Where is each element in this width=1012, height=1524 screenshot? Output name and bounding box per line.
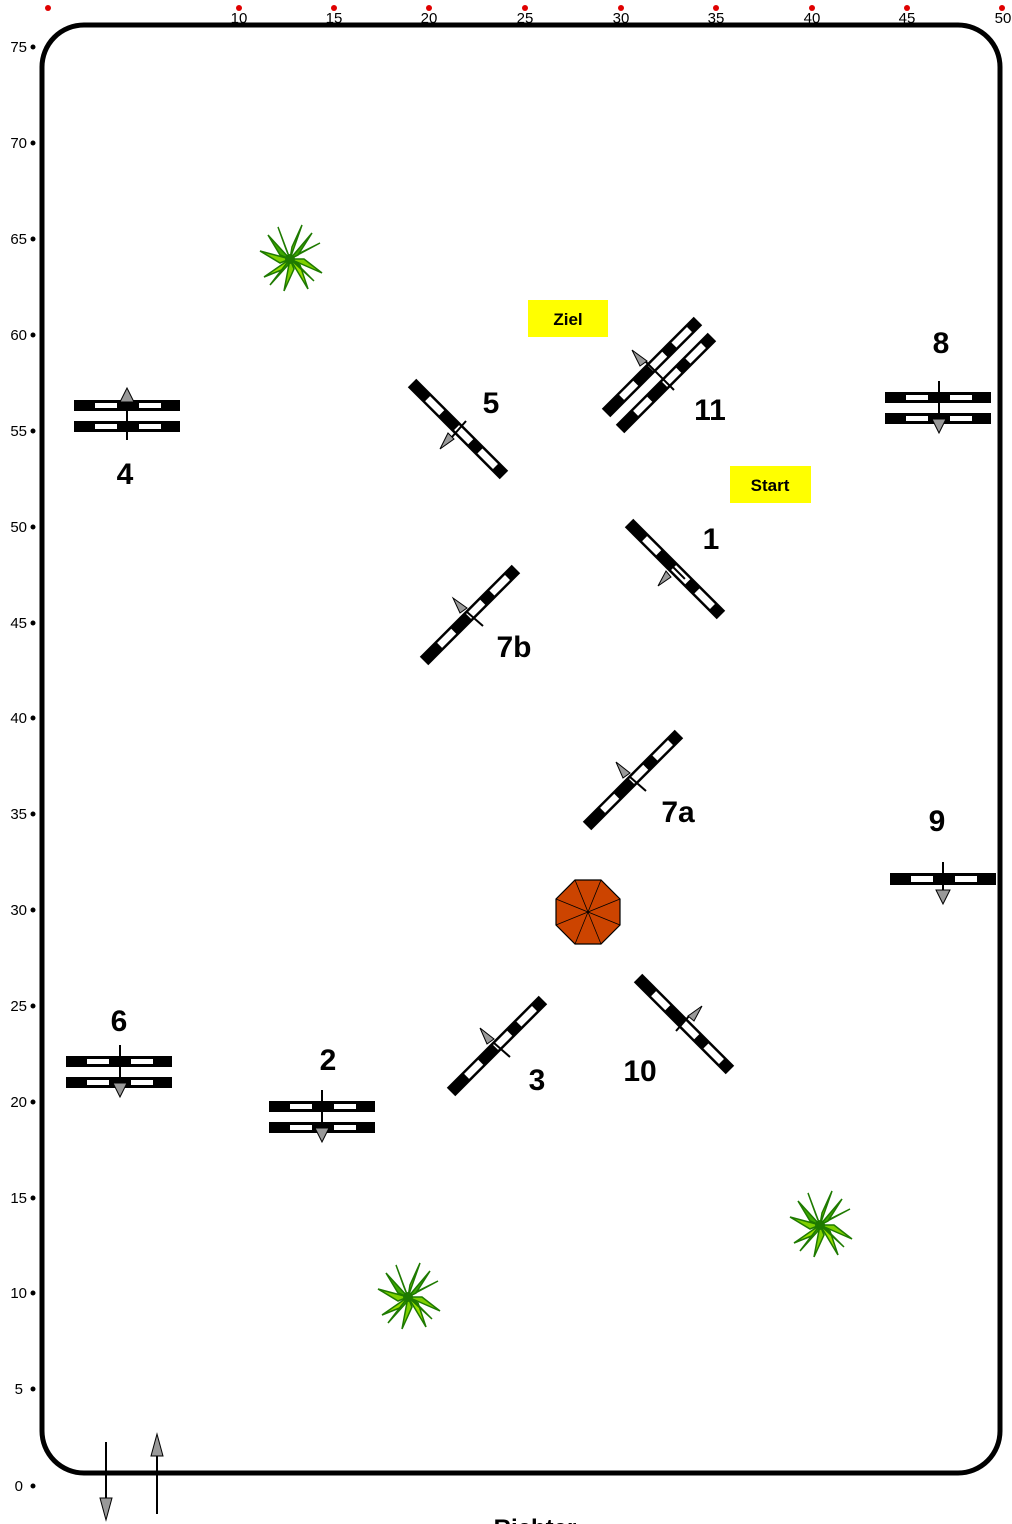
jump-number: 3 <box>529 1064 546 1097</box>
y-tick: 60 <box>10 327 36 344</box>
x-tick: 20 <box>421 5 438 27</box>
entrance-exit-arrows <box>99 1432 164 1522</box>
y-tick-label: 0 <box>15 1478 23 1495</box>
jump-3: 3 <box>446 995 548 1097</box>
y-tick: 75 <box>10 39 36 56</box>
finish-sign: Ziel <box>528 300 608 337</box>
y-tick: 25 <box>10 998 36 1015</box>
jump-4: 4 <box>74 387 180 491</box>
x-tick: 15 <box>326 5 343 27</box>
y-tick: 0 <box>15 1478 36 1495</box>
judge-label: Richter <box>494 1515 577 1524</box>
jump-number: 5 <box>483 387 500 420</box>
y-axis: 75 70 65 60 55 50 45 40 35 30 25 20 15 1… <box>10 39 36 1495</box>
x-axis: 10 15 20 25 30 35 40 45 <box>45 5 1011 27</box>
jump-8: 8 <box>885 327 991 434</box>
y-tick-label: 5 <box>15 1381 23 1398</box>
y-tick-label: 15 <box>10 1190 27 1207</box>
jump-number: 4 <box>117 458 134 491</box>
x-axis-origin-dot <box>45 5 51 11</box>
x-tick-label: 35 <box>708 10 725 27</box>
jump-7b: 7b <box>419 564 532 666</box>
arena-boundary <box>39 22 1003 1476</box>
y-tick-label: 25 <box>10 998 27 1015</box>
jump-number: 7b <box>496 631 531 664</box>
y-tick: 45 <box>10 615 36 632</box>
jump-2: 2 <box>269 1044 375 1143</box>
x-tick: 35 <box>708 5 725 27</box>
x-tick-label: 45 <box>899 10 916 27</box>
plant-icon <box>789 1190 853 1258</box>
plant-icon <box>259 224 323 292</box>
jump-number: 11 <box>694 394 726 427</box>
jump-number: 2 <box>320 1044 337 1077</box>
y-tick-label: 50 <box>10 519 27 536</box>
jump-number: 1 <box>703 523 720 556</box>
x-tick-label: 30 <box>613 10 630 27</box>
x-tick-label: 50 <box>995 10 1012 27</box>
y-tick: 35 <box>10 806 36 823</box>
x-tick: 40 <box>804 5 821 27</box>
x-tick: 50 <box>995 5 1012 27</box>
y-tick: 30 <box>10 902 36 919</box>
y-tick-label: 35 <box>10 806 27 823</box>
y-tick: 40 <box>10 710 36 727</box>
plant-icon <box>377 1262 441 1330</box>
y-tick: 5 <box>15 1381 36 1398</box>
y-tick-label: 60 <box>10 327 27 344</box>
y-tick: 65 <box>10 231 36 248</box>
y-tick: 15 <box>10 1190 36 1207</box>
y-tick-label: 75 <box>10 39 27 56</box>
jump-11: 11 <box>601 316 726 434</box>
y-tick-label: 40 <box>10 710 27 727</box>
start-sign-label: Start <box>751 476 790 495</box>
y-tick-label: 30 <box>10 902 27 919</box>
finish-sign-label: Ziel <box>553 310 582 329</box>
x-tick-label: 20 <box>421 10 438 27</box>
jump-number: 6 <box>111 1005 128 1038</box>
x-tick: 10 <box>231 5 248 27</box>
jump-5: 5 <box>407 378 509 480</box>
jump-number: 9 <box>929 805 946 838</box>
y-tick-label: 10 <box>10 1285 27 1302</box>
jump-number: 7a <box>661 796 695 829</box>
x-tick: 30 <box>613 5 630 27</box>
y-tick-label: 70 <box>10 135 27 152</box>
y-tick-label: 65 <box>10 231 27 248</box>
x-tick-label: 25 <box>517 10 534 27</box>
y-tick: 70 <box>10 135 36 152</box>
jump-1: 1 <box>624 518 726 620</box>
x-tick-label: 15 <box>326 10 343 27</box>
x-tick: 45 <box>899 5 916 27</box>
y-tick: 10 <box>10 1285 36 1302</box>
jump-number: 10 <box>623 1055 656 1088</box>
jump-7a: 7a <box>582 729 695 831</box>
y-tick-label: 20 <box>10 1094 27 1111</box>
y-tick: 55 <box>10 423 36 440</box>
jump-number: 8 <box>933 327 950 360</box>
jump-10: 10 <box>623 973 735 1088</box>
start-sign: Start <box>730 466 811 503</box>
x-tick: 25 <box>517 5 534 27</box>
umbrella-icon <box>555 879 621 945</box>
y-tick: 50 <box>10 519 36 536</box>
jump-6: 6 <box>66 1005 172 1098</box>
x-tick-label: 10 <box>231 10 248 27</box>
jump-9: 9 <box>890 805 996 906</box>
x-tick-label: 40 <box>804 10 821 27</box>
y-tick: 20 <box>10 1094 36 1111</box>
y-tick-label: 55 <box>10 423 27 440</box>
y-tick-label: 45 <box>10 615 27 632</box>
